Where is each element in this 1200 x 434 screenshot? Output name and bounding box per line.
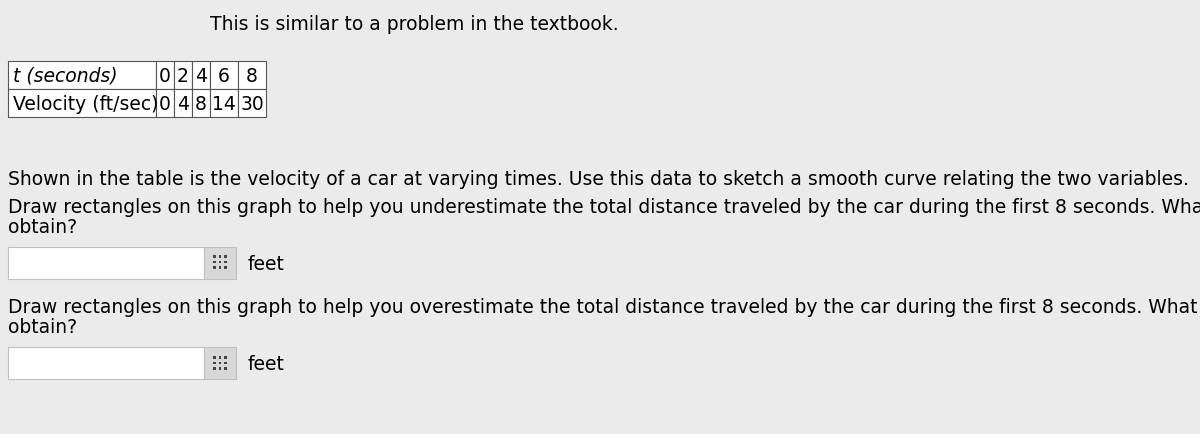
Bar: [224, 261, 227, 264]
Bar: [174, 90, 192, 118]
Bar: [8, 90, 156, 118]
Bar: [218, 356, 221, 359]
Bar: [156, 62, 174, 90]
Bar: [218, 267, 221, 270]
Text: 14: 14: [212, 94, 236, 113]
Text: obtain?: obtain?: [8, 317, 77, 336]
Bar: [218, 256, 221, 258]
Text: 4: 4: [194, 66, 208, 85]
Bar: [224, 256, 227, 258]
Text: t (seconds): t (seconds): [13, 66, 118, 85]
Bar: [192, 62, 210, 90]
Text: feet: feet: [248, 254, 284, 273]
Bar: [210, 90, 238, 118]
Bar: [214, 261, 216, 264]
Bar: [192, 90, 210, 118]
Bar: [214, 256, 216, 258]
Text: feet: feet: [248, 354, 284, 373]
Bar: [214, 362, 216, 365]
Bar: [218, 362, 221, 365]
Bar: [214, 267, 216, 270]
Text: 8: 8: [246, 66, 258, 85]
Text: Velocity (ft/sec): Velocity (ft/sec): [13, 94, 158, 113]
Text: 0: 0: [160, 94, 170, 113]
Bar: [8, 62, 156, 90]
Text: 0: 0: [160, 66, 170, 85]
Text: 4: 4: [178, 94, 190, 113]
Bar: [156, 90, 174, 118]
Bar: [224, 356, 227, 359]
Text: 30: 30: [240, 94, 264, 113]
Bar: [224, 362, 227, 365]
Text: 2: 2: [178, 66, 188, 85]
Bar: [214, 356, 216, 359]
Bar: [204, 347, 236, 379]
Text: 8: 8: [196, 94, 206, 113]
Bar: [238, 90, 266, 118]
Bar: [174, 62, 192, 90]
Bar: [210, 62, 238, 90]
Bar: [8, 347, 204, 379]
Bar: [8, 247, 204, 279]
Text: This is similar to a problem in the textbook.: This is similar to a problem in the text…: [210, 15, 619, 34]
Text: Draw rectangles on this graph to help you underestimate the total distance trave: Draw rectangles on this graph to help yo…: [8, 197, 1200, 217]
Bar: [224, 368, 227, 370]
Bar: [214, 368, 216, 370]
Bar: [224, 267, 227, 270]
Text: obtain?: obtain?: [8, 217, 77, 237]
Text: Shown in the table is the velocity of a car at varying times. Use this data to s: Shown in the table is the velocity of a …: [8, 170, 1189, 188]
Bar: [238, 62, 266, 90]
Bar: [204, 247, 236, 279]
Text: Draw rectangles on this graph to help you overestimate the total distance travel: Draw rectangles on this graph to help yo…: [8, 297, 1200, 316]
Bar: [218, 261, 221, 264]
Bar: [218, 368, 221, 370]
Text: 6: 6: [218, 66, 230, 85]
